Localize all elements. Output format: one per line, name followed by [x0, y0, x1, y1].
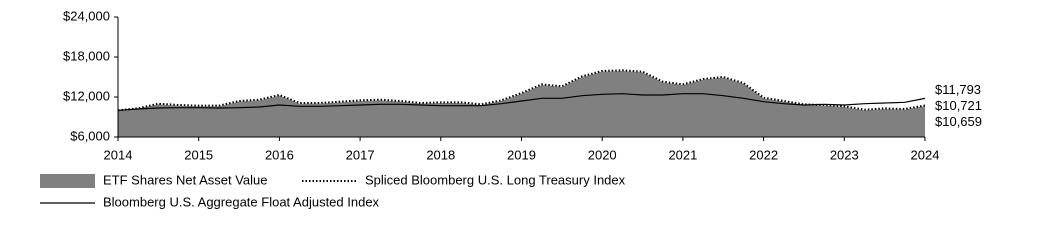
x-tick-label: 2022	[749, 147, 778, 162]
y-tick-label: $6,000	[70, 128, 110, 143]
x-tick-label: 2023	[830, 147, 859, 162]
y-tick-label: $18,000	[63, 48, 110, 63]
y-tick-label: $12,000	[63, 88, 110, 103]
x-tick-label: 2018	[426, 147, 455, 162]
y-tick-label: $24,000	[63, 8, 110, 23]
line	[117, 93, 926, 111]
end-value-label: $10,659	[935, 114, 982, 129]
legend-swatch	[40, 174, 95, 188]
x-tick-label: 2017	[346, 147, 375, 162]
end-value-label: $10,721	[935, 98, 982, 113]
x-tick-label: 2020	[588, 147, 617, 162]
x-tick-label: 2016	[265, 147, 294, 162]
area	[118, 71, 925, 137]
x-tick-label: 2015	[184, 147, 213, 162]
legend-label: ETF Shares Net Asset Value	[103, 172, 268, 187]
legend-label: Spliced Bloomberg U.S. Long Treasury Ind…	[365, 172, 626, 187]
end-value-label: $11,793	[935, 82, 981, 97]
x-tick-label: 2024	[911, 147, 940, 162]
legend-label: Bloomberg U.S. Aggregate Float Adjusted …	[103, 194, 380, 209]
x-tick-label: 2019	[507, 147, 536, 162]
x-tick-label: 2021	[668, 147, 697, 162]
chart: $6,000 $12,000 $18,000 $24,000 2014 2015 2016 2…	[40, 8, 982, 209]
x-tick-label: 2014	[104, 147, 133, 162]
